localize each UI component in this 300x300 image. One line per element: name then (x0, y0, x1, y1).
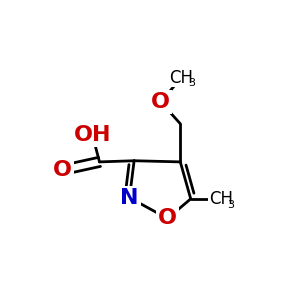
Text: CH: CH (169, 69, 194, 87)
Text: 3: 3 (188, 78, 195, 88)
Text: 3: 3 (228, 200, 235, 210)
Text: O: O (158, 208, 177, 229)
Text: O: O (53, 160, 72, 180)
Text: CH: CH (209, 190, 233, 208)
Text: OH: OH (74, 125, 111, 145)
Text: N: N (120, 188, 139, 208)
Text: O: O (151, 92, 170, 112)
